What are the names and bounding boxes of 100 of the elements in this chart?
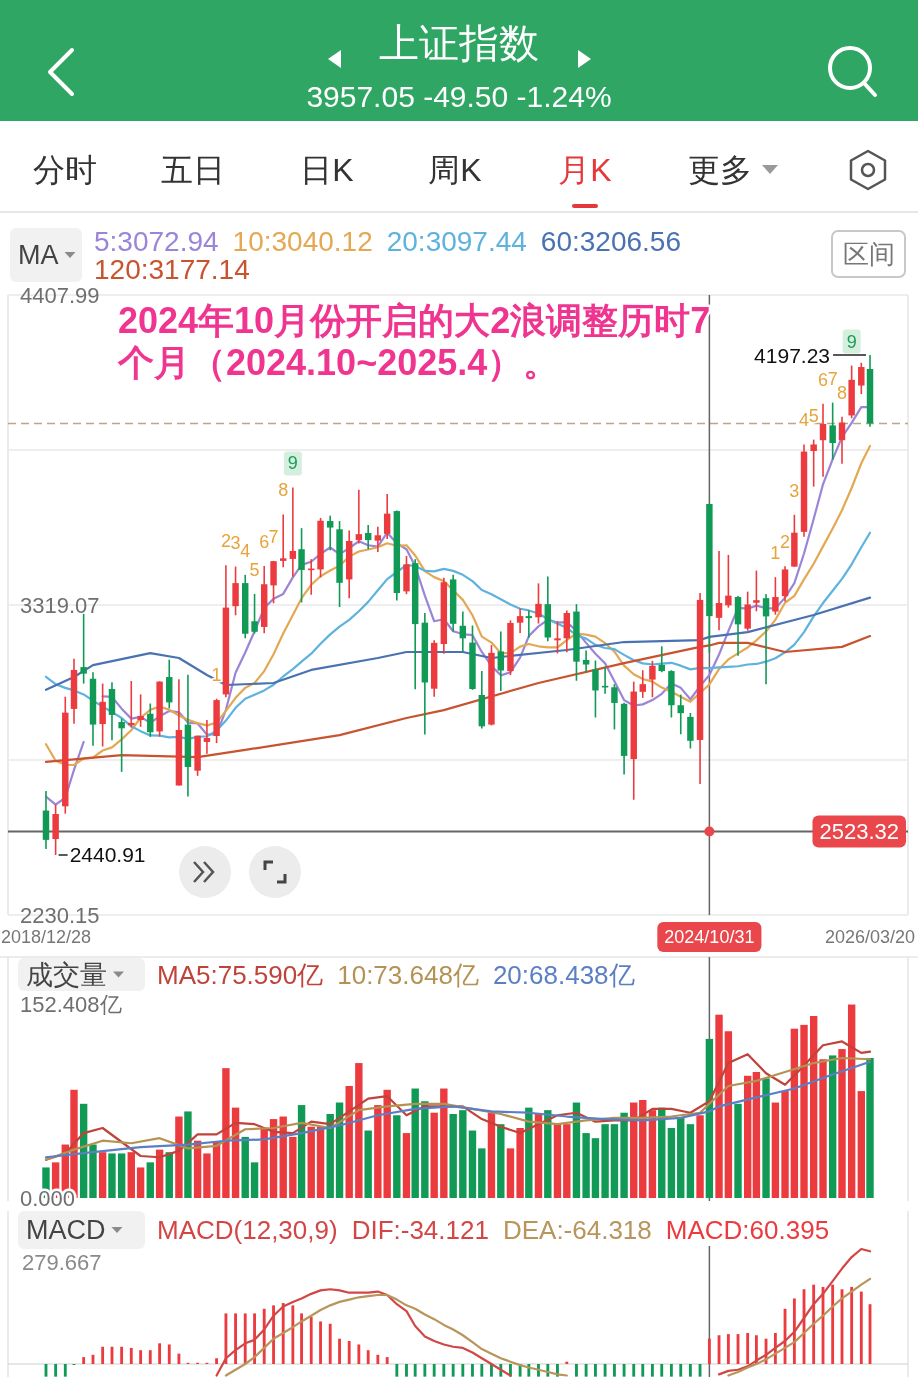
- annotation: 7: [827, 368, 838, 389]
- bar: [601, 1124, 609, 1198]
- candlestick: [819, 402, 827, 478]
- bar: [291, 1305, 295, 1364]
- candlestick: [725, 554, 732, 609]
- bar: [487, 1112, 496, 1198]
- text: DEA:-64.318: [502, 1215, 652, 1245]
- bar: [300, 1313, 303, 1364]
- bar: [393, 1115, 401, 1198]
- bar: [395, 1364, 399, 1377]
- text: 60:3206.56: [540, 225, 681, 257]
- bar: [630, 1102, 638, 1198]
- y-tick-label: 4407.99: [20, 282, 100, 308]
- button: 区间: [831, 230, 906, 278]
- bar: [385, 1357, 389, 1364]
- bar: [771, 1102, 780, 1198]
- bar: [461, 1364, 465, 1377]
- bar: [497, 1124, 505, 1198]
- bar: [553, 1124, 562, 1198]
- bar: [234, 1313, 237, 1364]
- bar: [641, 1364, 645, 1377]
- annotation: 3: [789, 480, 800, 501]
- bar: [355, 1063, 363, 1198]
- bar: [184, 1111, 192, 1198]
- annotation: 8: [836, 382, 848, 403]
- annotation: 4: [240, 540, 251, 561]
- header: 上证指数 3957.05 -49.50 -1.24%: [0, 0, 918, 121]
- annotation: 8: [278, 480, 289, 501]
- bar: [167, 1344, 171, 1364]
- ref-label: 2523.32: [812, 815, 906, 848]
- bar: [622, 1364, 626, 1377]
- bar: [241, 1136, 249, 1198]
- candlestick: [326, 514, 334, 552]
- annotation: 5: [249, 559, 260, 580]
- bar: [688, 1364, 692, 1377]
- bar: [828, 1055, 837, 1198]
- annotation: 6: [818, 369, 829, 390]
- candlestick: [677, 693, 684, 736]
- bar: [677, 1117, 685, 1198]
- bar: [440, 1088, 448, 1198]
- candlestick: [364, 524, 372, 551]
- candlestick: [554, 620, 561, 655]
- candlestick: [858, 361, 865, 395]
- bar: [129, 1347, 133, 1364]
- bar: [726, 1334, 730, 1364]
- annotation: 9: [287, 453, 298, 474]
- bar: [850, 1286, 854, 1364]
- bar: [563, 1124, 571, 1198]
- bar: [610, 1124, 619, 1198]
- bar: [650, 1364, 654, 1377]
- bar: [866, 1057, 874, 1198]
- annotation: 2: [780, 532, 791, 553]
- chart-subtitle: 3957.05 -49.50 -1.24%: [306, 79, 612, 113]
- chart-title: MACD: [26, 1215, 106, 1245]
- text: 20:3097.44: [386, 225, 527, 257]
- ref-line-label: 2523.32: [819, 819, 899, 845]
- chart-title: 上证指数: [379, 21, 539, 65]
- bar: [328, 1323, 332, 1364]
- bar: [506, 1148, 515, 1198]
- ref-line-label: 2024/10/31: [664, 927, 755, 947]
- bar: [525, 1107, 533, 1198]
- candlestick: [611, 683, 618, 731]
- bar: [139, 1350, 143, 1364]
- bar: [338, 1338, 341, 1364]
- bar: [432, 1364, 436, 1377]
- bar: [175, 1116, 183, 1198]
- bar: [402, 1133, 411, 1198]
- bar: [468, 1130, 477, 1198]
- bar: [707, 1338, 711, 1364]
- candlestick: [525, 609, 533, 639]
- bar: [316, 1126, 325, 1198]
- candlestick: [289, 486, 297, 578]
- bar: [594, 1364, 597, 1377]
- bar: [847, 1004, 856, 1198]
- annotation: 2: [220, 531, 231, 552]
- bar: [459, 1110, 467, 1198]
- y-tick-label: 3319.07: [20, 592, 100, 618]
- candlestick: [232, 565, 239, 617]
- bar: [516, 1127, 524, 1198]
- bar: [669, 1364, 673, 1377]
- bar: [63, 1364, 67, 1377]
- bar: [660, 1364, 664, 1377]
- series-label: MACD:60.395: [665, 1215, 830, 1245]
- bar: [480, 1364, 484, 1377]
- bar: [746, 1332, 750, 1364]
- bar: [449, 1113, 457, 1198]
- bar: [743, 1075, 752, 1198]
- bar: [781, 1091, 789, 1198]
- bar: [203, 1153, 211, 1198]
- bar: [809, 1015, 818, 1198]
- bar: [582, 1133, 590, 1198]
- bar: [222, 1068, 230, 1198]
- bar: [250, 1162, 259, 1198]
- bar: [857, 1091, 865, 1198]
- bar: [155, 1149, 164, 1198]
- candlestick: [762, 593, 770, 685]
- bar: [215, 1358, 218, 1364]
- bar: [120, 1346, 124, 1364]
- bar: [89, 1144, 97, 1198]
- bar: [591, 1138, 600, 1198]
